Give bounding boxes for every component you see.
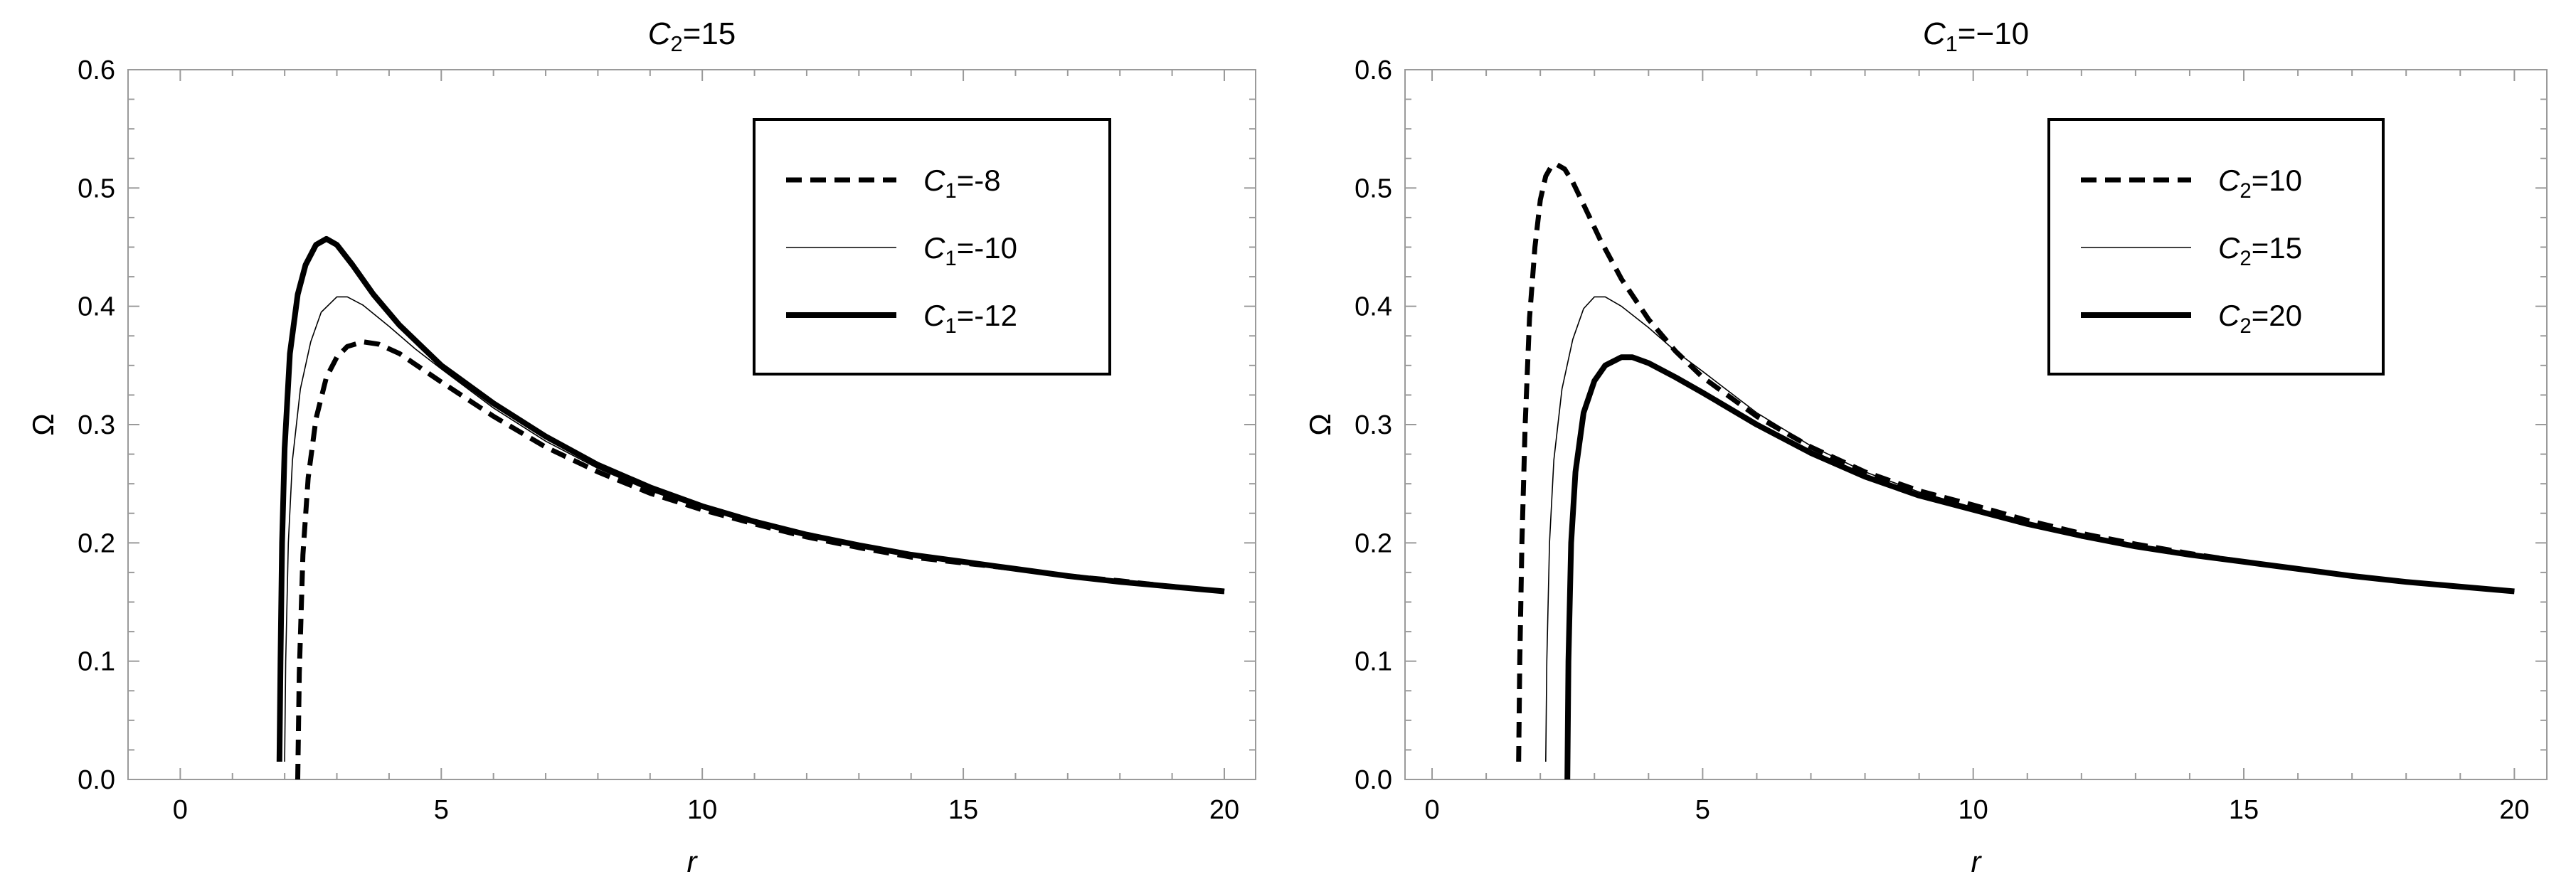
x-tick-label: 0 — [1424, 795, 1439, 825]
y-tick-label: 0.6 — [78, 55, 115, 85]
legend-label-2: C2=15 — [2218, 231, 2302, 270]
x-tick-label: 5 — [434, 795, 449, 825]
x-tick-label: 20 — [1209, 795, 1239, 825]
legend-label-3: C2=20 — [2218, 299, 2302, 338]
chart-panel-2: 0 5 10 15 20 0.0 0.1 0.2 0.3 0.4 0.5 0.6 r Ω C1=−10 C2=… — [1303, 16, 2548, 878]
y-tick-label: 0.3 — [1355, 410, 1392, 440]
legend-label-1: C2=10 — [2218, 164, 2302, 203]
legend-label-2: C1=-10 — [923, 231, 1017, 270]
y-tick-label: 0.3 — [78, 410, 115, 440]
y-tick-label: 0.6 — [1355, 55, 1392, 85]
y-axis-label: Ω — [26, 413, 60, 435]
y-tick-label: 0.1 — [78, 647, 115, 677]
y-tick-label: 0.1 — [1355, 647, 1392, 677]
x-tick-label: 15 — [2229, 795, 2259, 825]
chart-panel-1: 0 5 10 15 20 0.0 0.1 0.2 0.3 0.4 0.5 0.6 r Ω C2=15 C1=-… — [26, 16, 1256, 878]
x-tick-label: 10 — [687, 795, 717, 825]
legend-box — [2047, 118, 2385, 376]
y-tick-label: 0.5 — [78, 174, 115, 203]
x-tick-label: 15 — [948, 795, 978, 825]
x-axis-label: r — [687, 845, 699, 878]
y-tick-label: 0.4 — [78, 292, 115, 322]
chart-title: C1=−10 — [1923, 16, 2029, 56]
legend-box — [753, 118, 1111, 376]
series-line-1 — [295, 339, 1225, 780]
series-line-3 — [1564, 354, 2515, 780]
x-tick-label: 10 — [1958, 795, 1988, 825]
y-tick-label: 0.2 — [1355, 528, 1392, 558]
y-tick-label: 0.0 — [1355, 765, 1392, 795]
chart-title: C2=15 — [648, 16, 736, 56]
x-tick-label: 0 — [173, 795, 188, 825]
y-tick-label: 0.2 — [78, 528, 115, 558]
y-axis-label: Ω — [1303, 413, 1337, 435]
y-tick-label: 0.0 — [78, 765, 115, 795]
y-tick-label: 0.4 — [1355, 292, 1392, 322]
legend-label-3: C1=-12 — [923, 299, 1017, 338]
x-tick-label: 20 — [2499, 795, 2529, 825]
series-line-3 — [276, 235, 1225, 762]
x-tick-label: 5 — [1695, 795, 1710, 825]
y-tick-label: 0.5 — [1355, 174, 1392, 203]
legend-label-1: C1=-8 — [923, 164, 1001, 203]
x-axis-label: r — [1971, 845, 1983, 878]
